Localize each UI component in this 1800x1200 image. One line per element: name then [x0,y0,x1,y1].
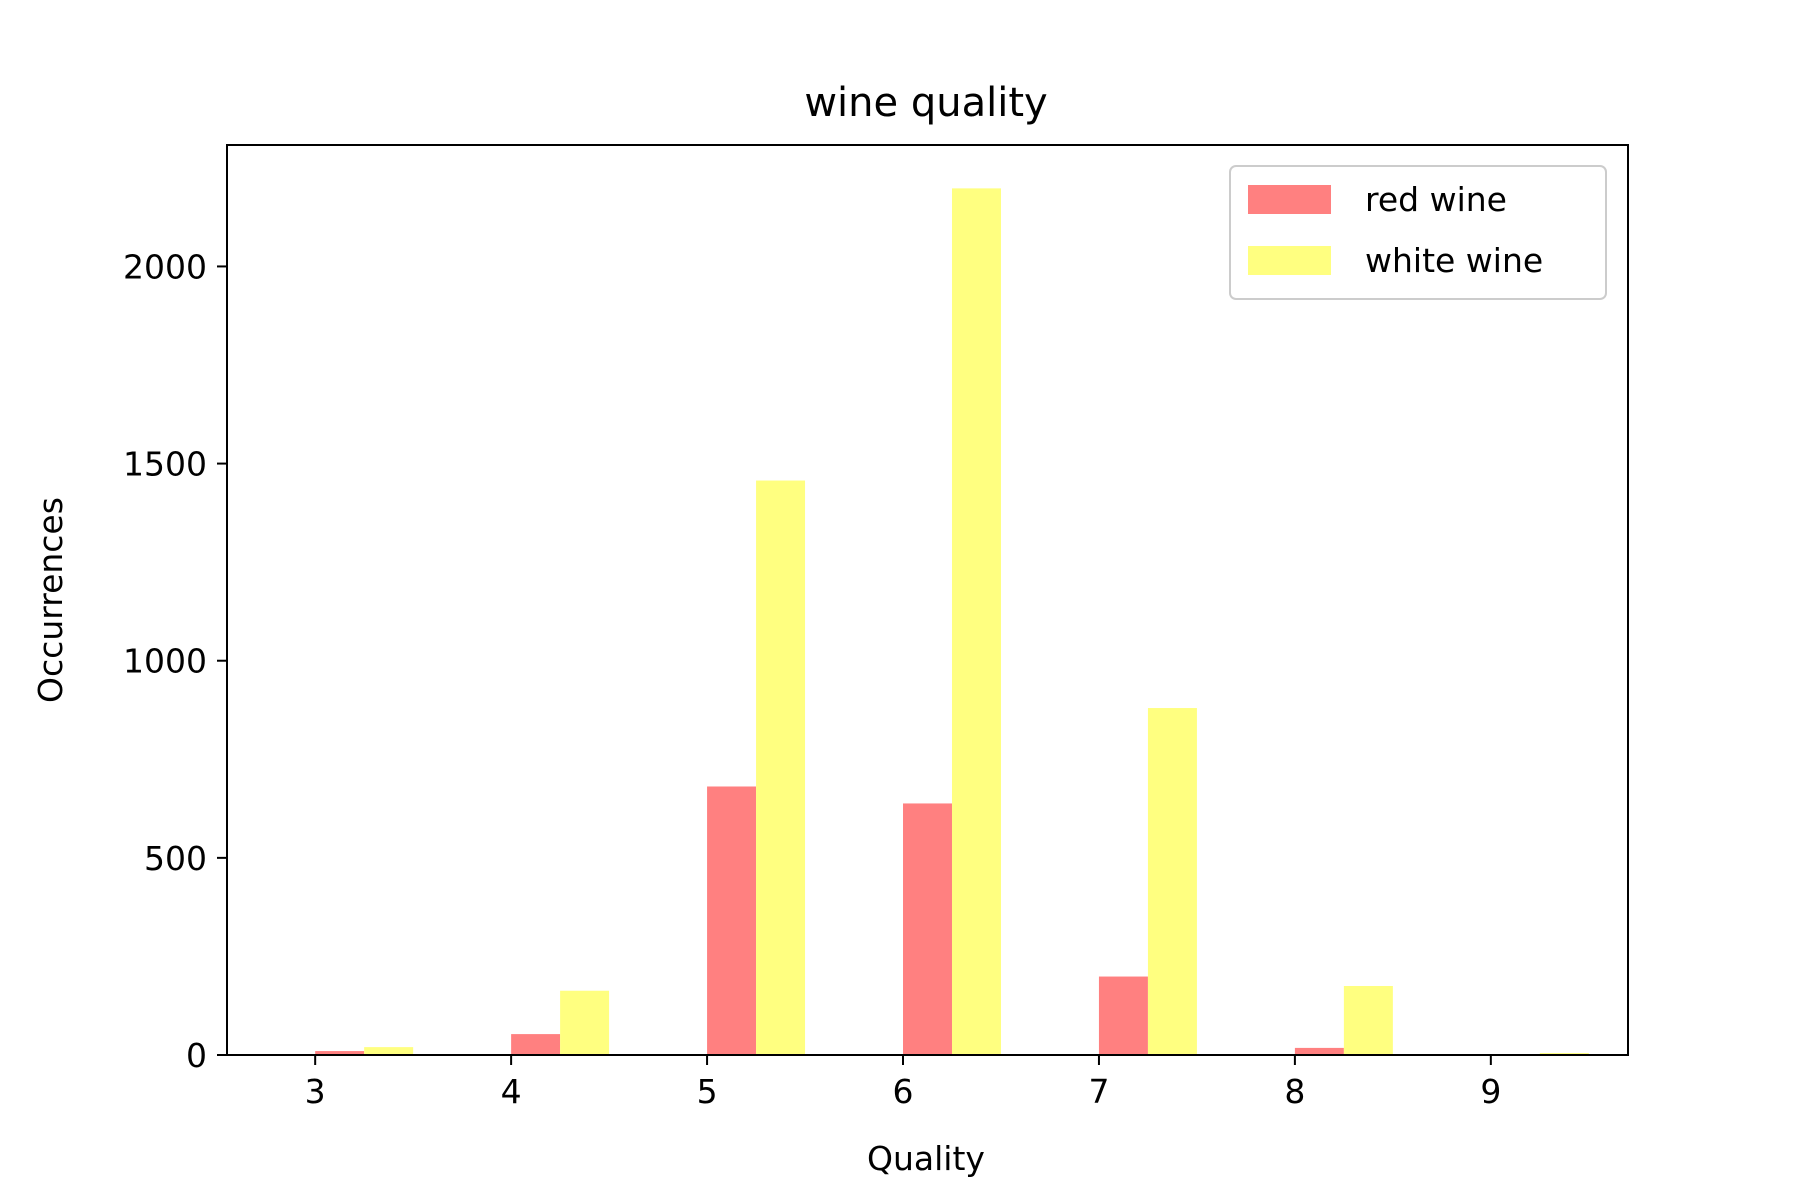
bar-red-wine-6 [903,803,952,1055]
bar-red-wine-8 [1294,1047,1344,1055]
bar-white-wine-7 [1147,708,1197,1055]
x-tick-label-5: 5 [697,1072,718,1111]
bar-red-wine-3 [315,1051,365,1055]
x-tick-label-3: 3 [305,1072,326,1111]
y-axis-ticks: 0 500 1000 1500 2000 [123,247,227,1075]
y-axis-label: Occurrences [31,497,70,703]
plot-frame [226,144,1629,1056]
y-tick-label-500: 500 [144,839,207,878]
bar-red-wine-7 [1098,976,1148,1055]
legend-label-red-wine: red wine [1365,180,1507,219]
y-tick-label-1000: 1000 [123,642,207,681]
y-tick-label-1500: 1500 [123,445,207,484]
y-tick-label-0: 0 [186,1036,207,1075]
legend-label-white-wine: white wine [1365,241,1543,280]
x-tick-label-4: 4 [501,1072,522,1111]
x-tick-label-8: 8 [1284,1072,1305,1111]
bar-white-wine-5 [756,480,806,1055]
bar-white-wine-4 [560,990,610,1055]
chart-title: wine quality [804,80,1047,126]
x-tick-label-7: 7 [1088,1072,1109,1111]
x-axis-ticks: 3 4 5 6 7 8 9 [305,1055,1501,1111]
legend-swatch-red-wine [1248,185,1331,214]
x-axis-label: Quality [867,1139,985,1178]
bar-red-wine-4 [511,1034,561,1055]
x-tick-label-9: 9 [1480,1072,1501,1111]
x-tick-label-6: 6 [893,1072,914,1111]
bar-red-wine-5 [707,786,757,1055]
y-tick-label-2000: 2000 [123,247,207,286]
bar-white-wine-8 [1343,986,1393,1055]
legend: red wine white wine [1229,165,1607,300]
bar-white-wine-3 [364,1047,414,1055]
bar-white-wine-6 [951,188,1001,1055]
legend-swatch-white-wine [1248,246,1331,275]
bars-group [315,188,1589,1055]
